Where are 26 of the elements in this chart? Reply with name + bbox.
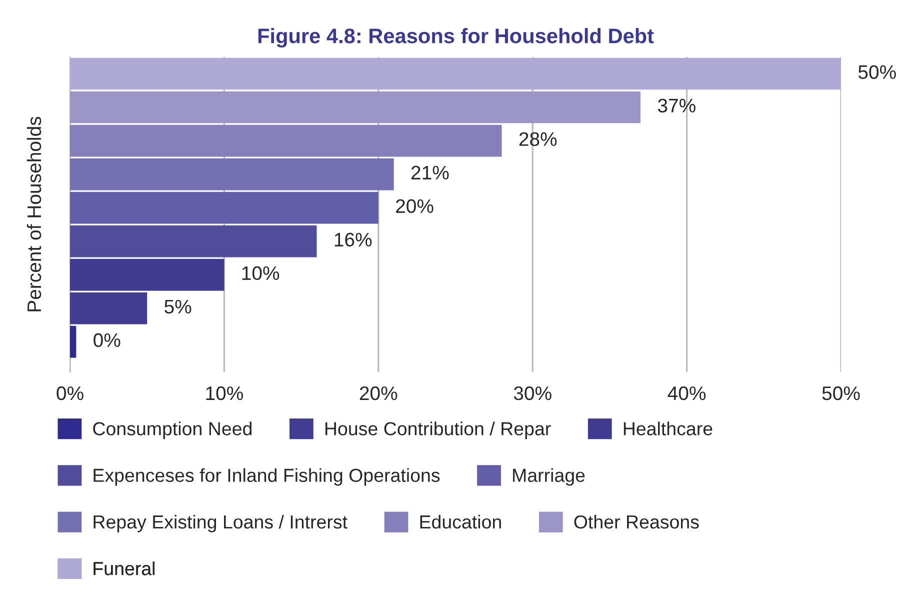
data-label: 37% <box>658 98 696 112</box>
chart-title: Figure 4.8: Reasons for Household Debt <box>258 28 654 48</box>
legend-label: Consumption Need <box>93 422 252 440</box>
data-label: 50% <box>858 65 896 79</box>
legend-label: Expenceses for Inland Fishing Operations <box>94 468 440 486</box>
x-tick-label: 30% <box>514 386 552 400</box>
data-label: 16% <box>334 232 372 247</box>
data-label: 28% <box>519 132 557 146</box>
x-tick-label: 40% <box>668 386 706 400</box>
data-label: 10% <box>242 266 280 280</box>
data-label: 0% <box>94 333 120 348</box>
x-tick-label: 0% <box>56 386 84 400</box>
legend-label: Other Reasons <box>574 514 699 529</box>
x-tick-label: 20% <box>360 386 398 400</box>
legend-label: Funeral <box>94 561 155 576</box>
data-label: 5% <box>164 300 192 314</box>
x-tick-label: 50% <box>822 386 860 400</box>
x-tick-label: 10% <box>206 386 243 400</box>
legend-label: Education <box>420 514 501 529</box>
legend-label: Marriage <box>513 468 585 486</box>
data-label: 20% <box>396 199 434 214</box>
legend-label: Repay Existing Loans / Intrerst <box>94 514 348 532</box>
legend-label: House Contribution / Repar <box>325 422 551 440</box>
legend-label: Healthcare <box>624 422 712 436</box>
y-axis-title: Percent of Households <box>26 116 42 312</box>
data-label: 21% <box>411 166 449 180</box>
